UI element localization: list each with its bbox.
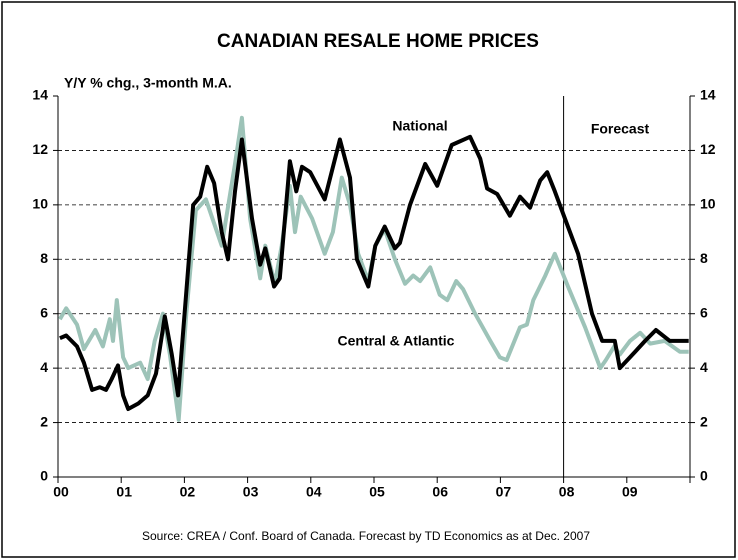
y2-tick-label: 2 xyxy=(700,413,708,429)
y2-tick-label: 6 xyxy=(700,304,708,320)
x-tick-label: 08 xyxy=(559,484,575,500)
y-axis-label: Y/Y % chg., 3-month M.A. xyxy=(64,75,232,91)
y-tick-label: 14 xyxy=(32,87,48,103)
x-tick-label: 07 xyxy=(496,484,512,500)
y2-tick-label: 0 xyxy=(700,468,708,484)
y-tick-label: 6 xyxy=(40,304,48,320)
y2-tick-label: 14 xyxy=(700,87,716,103)
x-tick-label: 00 xyxy=(53,484,69,500)
series-line xyxy=(58,115,689,422)
y-tick-label: 4 xyxy=(40,359,48,375)
x-tick-label: 03 xyxy=(243,484,259,500)
y-tick-label: 2 xyxy=(40,413,48,429)
source-note: Source: CREA / Conf. Board of Canada. Fo… xyxy=(142,529,590,543)
y-tick-label: 10 xyxy=(32,196,48,212)
y2-tick-label: 10 xyxy=(700,196,716,212)
y2-tick-label: 8 xyxy=(700,250,708,266)
y2-tick-label: 12 xyxy=(700,141,716,157)
x-tick-label: 09 xyxy=(622,484,638,500)
chart-title: CANADIAN RESALE HOME PRICES xyxy=(217,31,539,52)
annotation: Central & Atlantic xyxy=(338,333,455,349)
annotation: National xyxy=(392,118,447,134)
annotation: Forecast xyxy=(591,121,650,137)
y2-tick-label: 4 xyxy=(700,359,708,375)
series-line xyxy=(59,134,689,411)
x-tick-label: 06 xyxy=(432,484,448,500)
y-tick-label: 0 xyxy=(40,468,48,484)
y-tick-label: 12 xyxy=(32,141,48,157)
y-tick-label: 8 xyxy=(40,250,48,266)
x-tick-label: 01 xyxy=(116,484,132,500)
x-tick-label: 04 xyxy=(306,484,322,500)
x-tick-label: 02 xyxy=(180,484,196,500)
x-tick-label: 05 xyxy=(369,484,385,500)
